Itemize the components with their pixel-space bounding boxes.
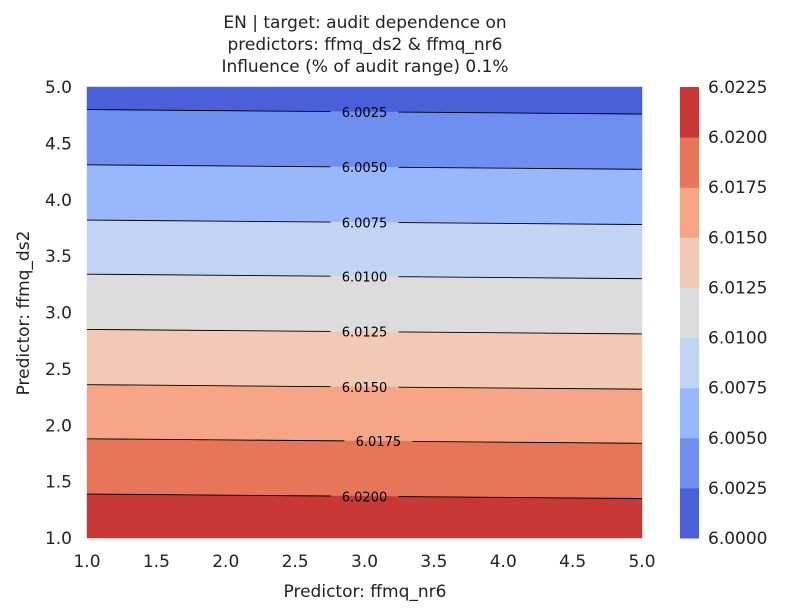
contour-line-6.0200 [398, 496, 643, 499]
contour-line-6.0050 [86, 164, 331, 168]
contour-labels: 6.0025 6.0050 6.0075 6.0100 6.0125 6.0150 6.01… [342, 106, 401, 505]
x-tick-label: 4.5 [559, 552, 586, 572]
y-tick-label: 2.5 [45, 360, 72, 380]
x-tick-label: 4.0 [490, 552, 517, 572]
colorbar-tick-label: 6.0125 [708, 278, 767, 298]
y-tick-label: 3.5 [45, 247, 72, 267]
colorbar-tick-label: 6.0200 [708, 128, 767, 148]
x-tick-label: 3.0 [351, 552, 378, 572]
x-tick-label: 2.0 [212, 552, 239, 572]
chart-title: EN | target: audit dependence on predict… [221, 13, 508, 77]
colorbar-segment [680, 487, 699, 539]
contour-label: 6.0075 [342, 216, 388, 231]
colorbar-segment [680, 337, 699, 389]
y-tick-label: 4.5 [45, 134, 72, 154]
colorbar-tick-label: 6.0100 [708, 329, 767, 349]
contour-line-6.0125 [398, 331, 643, 335]
y-tick-label: 5.0 [45, 78, 72, 98]
colorbar-segment [680, 187, 699, 238]
contour-line-6.0200 [86, 493, 331, 497]
colorbar-tick-label: 6.0175 [708, 178, 767, 198]
y-tick-label: 1.0 [45, 529, 72, 549]
x-axis-label: Predictor: ffmq_nr6 [284, 582, 447, 602]
y-axis-label: Predictor: ffmq_ds2 [14, 231, 34, 396]
contour-line-6.0050 [398, 166, 643, 170]
contour-line-6.0075 [398, 222, 643, 226]
contour-line-6.0175 [412, 440, 643, 444]
colorbar-segment [680, 437, 699, 489]
colorbar-tick-label: 6.0225 [708, 78, 767, 98]
colorbar-tick-label: 6.0075 [708, 379, 767, 399]
colorbar-segment [680, 387, 699, 439]
contour-line-6.0025 [86, 109, 331, 112]
contour-label: 6.0125 [342, 326, 388, 341]
colorbar-ticks: 6.0000 6.0025 6.0050 6.0075 6.0100 6.0125 6.01… [708, 78, 767, 549]
chart-title-line-2: predictors: ffmq_ds2 & ffmq_nr6 [227, 35, 502, 55]
contour-line-6.0150 [86, 384, 331, 388]
chart-title-line-3: Influence (% of audit range) 0.1% [221, 57, 508, 77]
colorbar-segment [680, 287, 699, 339]
colorbar-tick-label: 6.0050 [708, 429, 767, 449]
y-tick-label: 1.5 [45, 473, 72, 493]
colorbar-segment [680, 87, 699, 138]
colorbar-tick-label: 6.0150 [708, 228, 767, 248]
contour-fill-bands [86, 86, 643, 539]
y-tick-label: 4.0 [45, 191, 72, 211]
chart-title-line-1: EN | target: audit dependence on [223, 13, 506, 33]
contour-label: 6.0050 [342, 161, 388, 176]
contour-line-6.0075 [86, 219, 331, 223]
colorbar-segment [680, 237, 699, 288]
x-tick-label: 5.0 [628, 552, 655, 572]
contour-line-6.0025 [398, 111, 643, 115]
x-tick-label: 1.0 [73, 552, 100, 572]
contour-line-6.0175 [86, 438, 345, 442]
colorbar [680, 87, 699, 539]
contour-line-6.0100 [86, 273, 331, 277]
contour-line-6.0125 [86, 328, 331, 332]
contour-line-6.0150 [398, 386, 643, 390]
x-axis-ticks: 1.0 1.5 2.0 2.5 3.0 3.5 4.0 4.5 5.0 [73, 552, 655, 572]
contour-label: 6.0025 [342, 106, 388, 121]
contour-label: 6.0200 [342, 490, 388, 505]
colorbar-segment [680, 137, 699, 188]
contour-label: 6.0100 [342, 270, 388, 285]
x-tick-label: 3.5 [420, 552, 447, 572]
y-axis-ticks: 1.0 1.5 2.0 2.5 3.0 3.5 4.0 4.5 5.0 [45, 78, 72, 549]
contour-lines [86, 109, 643, 499]
contour-label: 6.0175 [356, 435, 402, 450]
contour-label: 6.0150 [342, 381, 388, 396]
colorbar-tick-label: 6.0025 [708, 479, 767, 499]
x-tick-label: 2.5 [282, 552, 309, 572]
y-tick-label: 2.0 [45, 416, 72, 436]
contour-line-6.0100 [398, 276, 643, 280]
x-tick-label: 1.5 [143, 552, 170, 572]
y-tick-label: 3.0 [45, 304, 72, 324]
colorbar-tick-label: 6.0000 [708, 529, 767, 549]
